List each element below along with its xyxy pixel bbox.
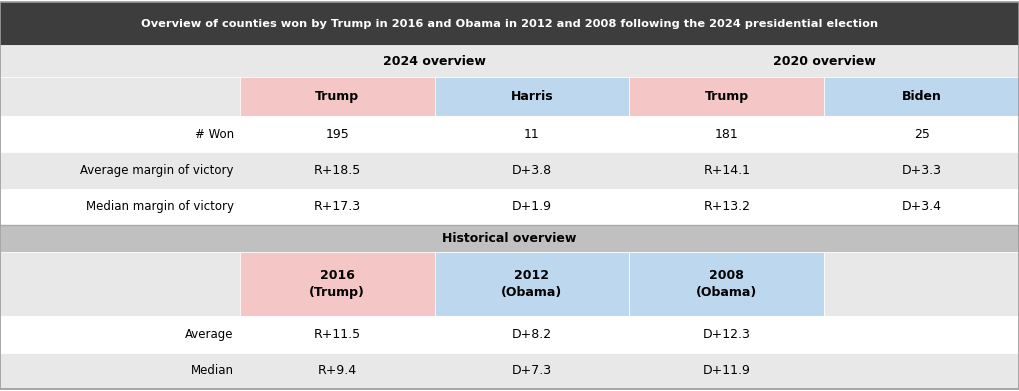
- Text: D+8.2: D+8.2: [512, 328, 552, 341]
- Bar: [0, 2, 1019, 45]
- Text: Trump: Trump: [705, 90, 749, 103]
- Bar: [0, 77, 239, 116]
- Text: R+9.4: R+9.4: [318, 364, 357, 377]
- Text: 2012
(Obama): 2012 (Obama): [501, 269, 562, 299]
- Text: # Won: # Won: [195, 127, 233, 140]
- Bar: [434, 253, 630, 316]
- Text: D+3.8: D+3.8: [512, 164, 552, 177]
- Bar: [239, 77, 434, 116]
- Bar: [0, 152, 1019, 189]
- Bar: [630, 253, 824, 316]
- Text: Median: Median: [191, 364, 233, 377]
- Bar: [239, 253, 434, 316]
- Bar: [630, 77, 824, 116]
- Text: R+11.5: R+11.5: [314, 328, 361, 341]
- Bar: [0, 316, 1019, 353]
- Text: R+13.2: R+13.2: [703, 200, 750, 213]
- Text: R+14.1: R+14.1: [703, 164, 750, 177]
- Text: 11: 11: [524, 127, 540, 140]
- Bar: [0, 45, 1019, 77]
- Text: R+18.5: R+18.5: [314, 164, 361, 177]
- Text: Harris: Harris: [511, 90, 553, 103]
- Text: 25: 25: [914, 127, 929, 140]
- Bar: [0, 189, 1019, 225]
- Bar: [824, 253, 1019, 316]
- Bar: [0, 253, 239, 316]
- Text: D+12.3: D+12.3: [703, 328, 751, 341]
- Text: 2016
(Trump): 2016 (Trump): [309, 269, 365, 299]
- Text: D+3.4: D+3.4: [902, 200, 942, 213]
- Bar: [0, 116, 1019, 152]
- Bar: [0, 225, 1019, 253]
- Text: Average: Average: [185, 328, 233, 341]
- Text: 195: 195: [325, 127, 348, 140]
- Text: D+3.3: D+3.3: [902, 164, 942, 177]
- Text: Trump: Trump: [315, 90, 359, 103]
- Text: R+17.3: R+17.3: [314, 200, 361, 213]
- Text: D+1.9: D+1.9: [512, 200, 552, 213]
- Bar: [0, 353, 1019, 389]
- Bar: [434, 77, 630, 116]
- Text: 181: 181: [715, 127, 739, 140]
- Bar: [824, 77, 1019, 116]
- Text: Biden: Biden: [902, 90, 942, 103]
- Text: Median margin of victory: Median margin of victory: [86, 200, 233, 213]
- Text: D+7.3: D+7.3: [512, 364, 552, 377]
- Text: 2008
(Obama): 2008 (Obama): [696, 269, 757, 299]
- Text: 2020 overview: 2020 overview: [772, 55, 875, 68]
- Text: Historical overview: Historical overview: [442, 232, 577, 245]
- Text: 2024 overview: 2024 overview: [383, 55, 486, 68]
- Text: Overview of counties won by Trump in 2016 and Obama in 2012 and 2008 following t: Overview of counties won by Trump in 201…: [141, 19, 878, 29]
- Text: D+11.9: D+11.9: [703, 364, 751, 377]
- Text: Average margin of victory: Average margin of victory: [81, 164, 233, 177]
